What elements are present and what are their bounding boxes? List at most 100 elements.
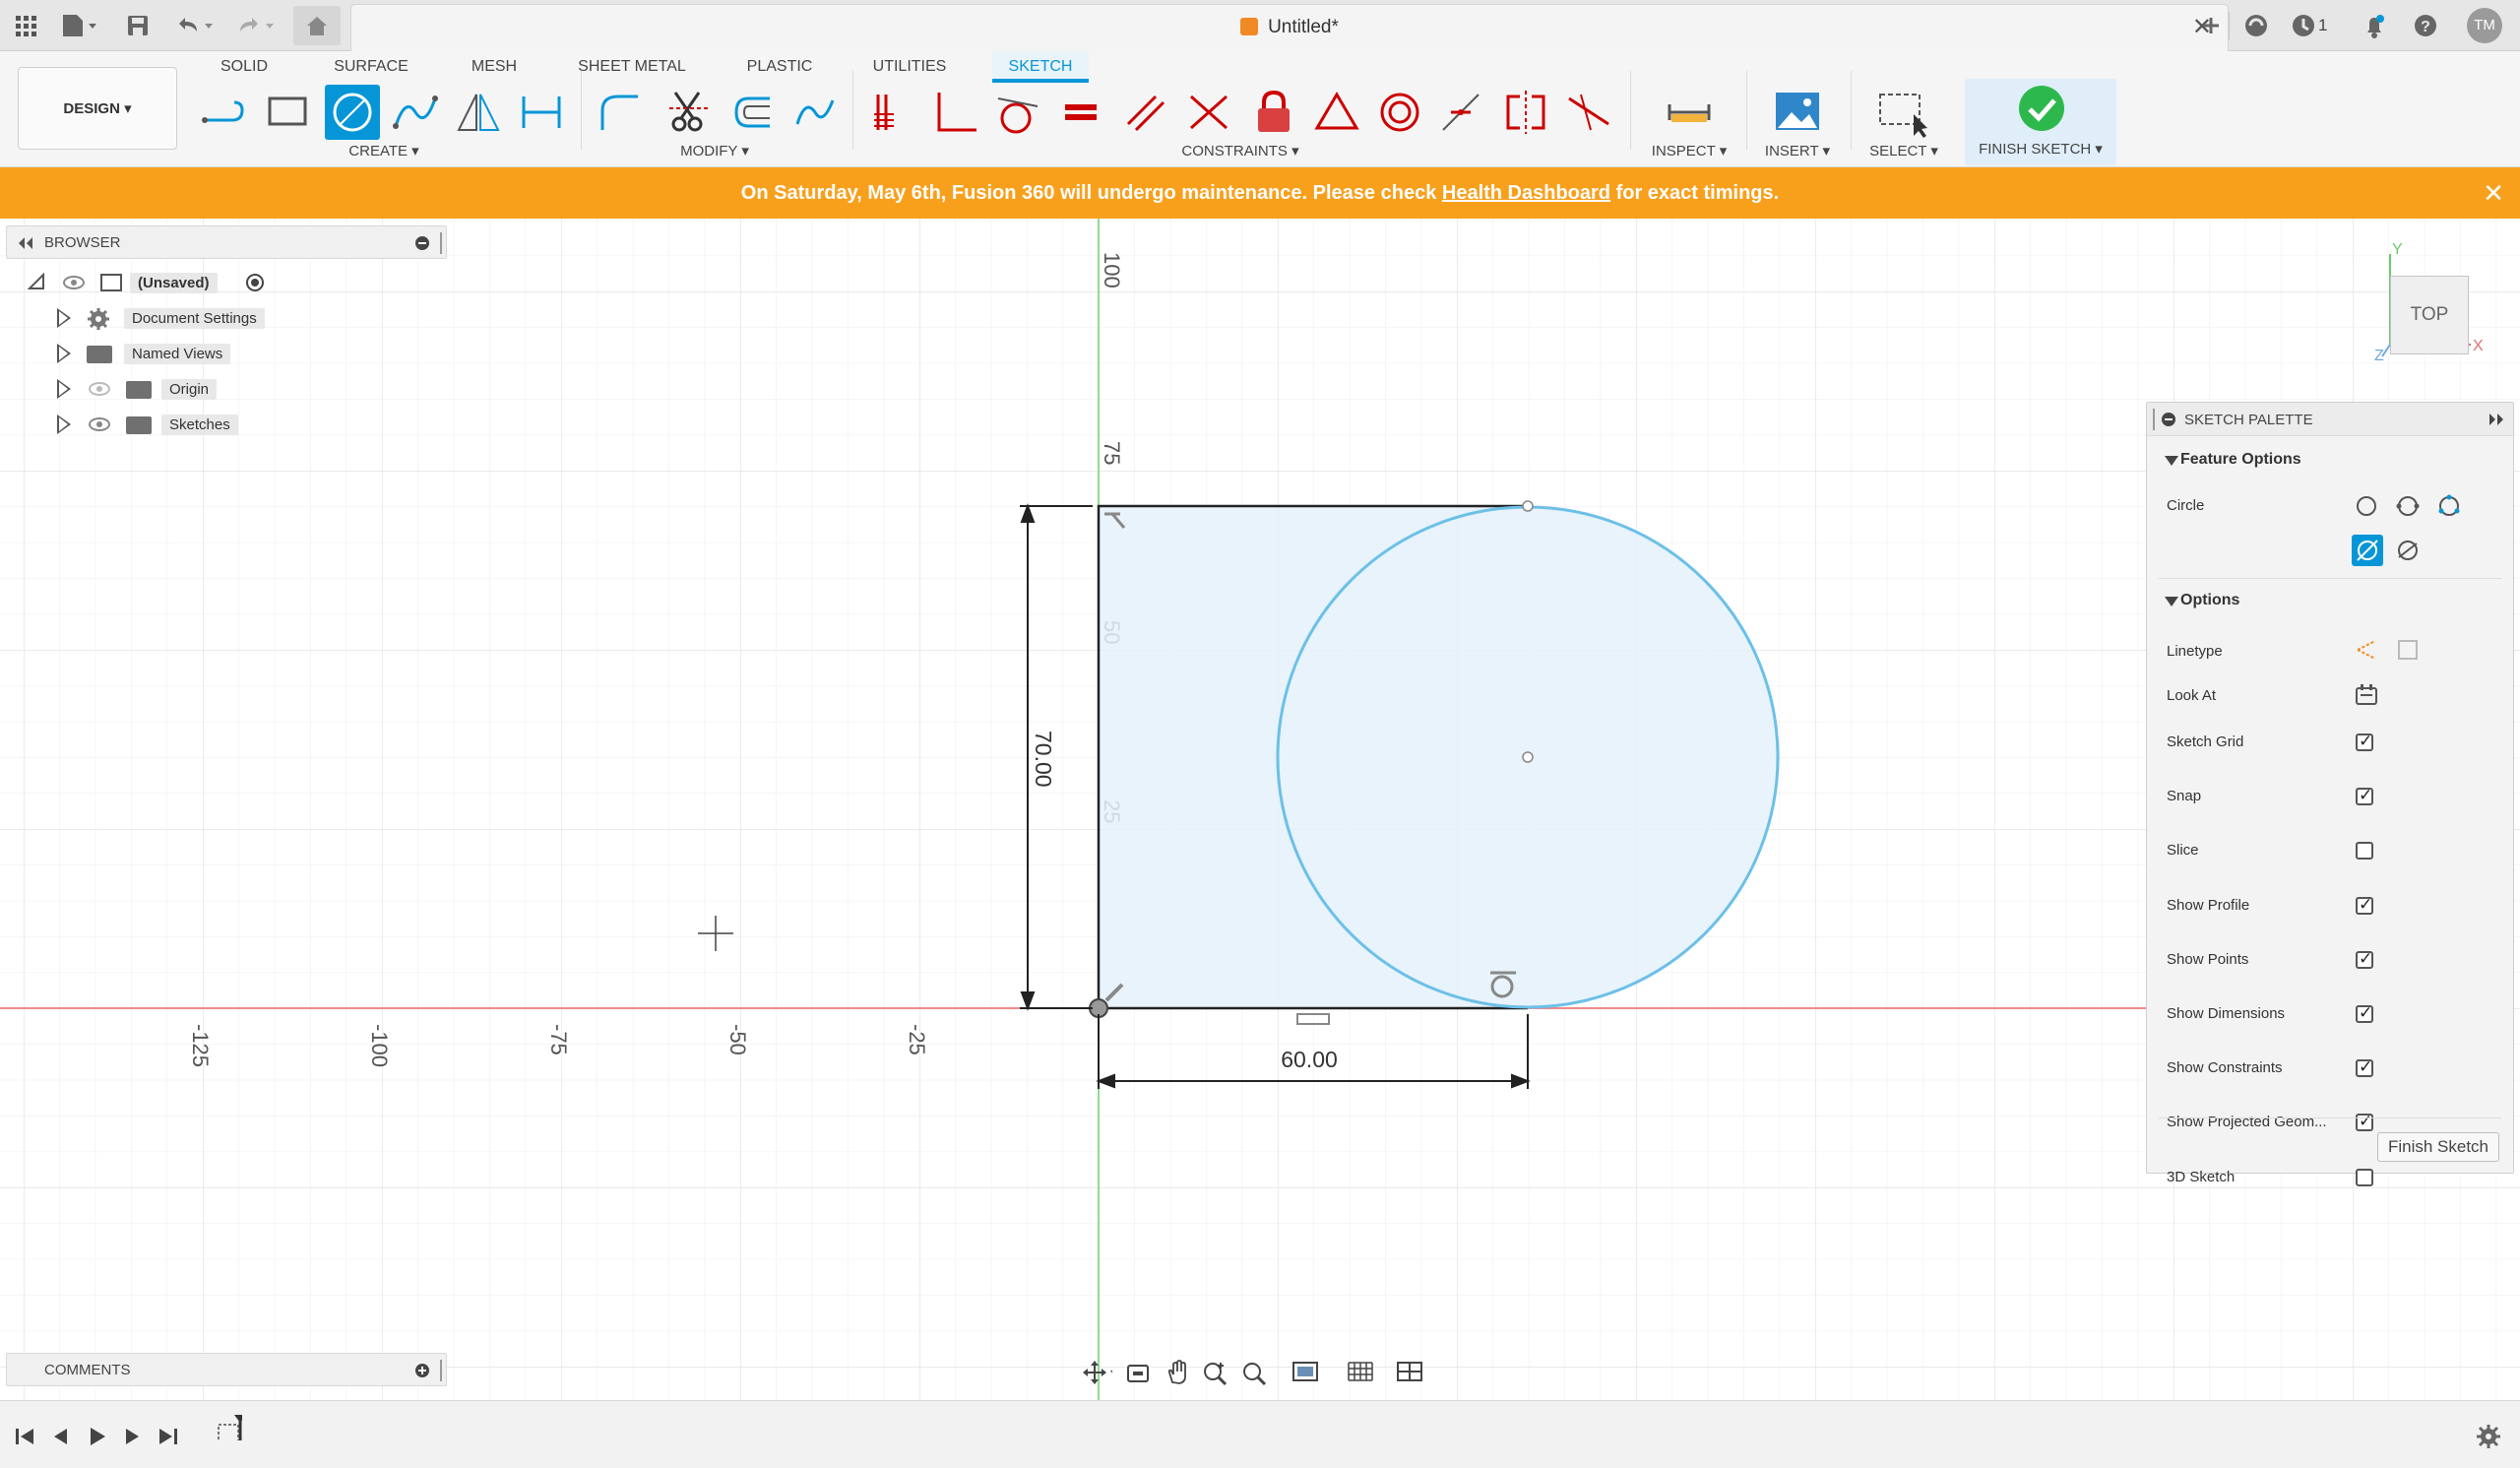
tangent-three-circle-icon[interactable] — [2395, 538, 2421, 563]
tab-sketch[interactable]: SKETCH — [992, 51, 1089, 83]
look-at-icon[interactable] — [2354, 682, 2379, 708]
palette-option-row[interactable]: Show Points — [2147, 945, 2513, 975]
undo-icon[interactable] — [171, 10, 213, 41]
palette-option-checkbox[interactable] — [2356, 949, 2373, 969]
insert-image-icon[interactable] — [1770, 85, 1825, 140]
last-step-icon[interactable] — [154, 1423, 181, 1450]
palette-option-checkbox[interactable] — [2356, 895, 2373, 915]
redo-icon[interactable] — [232, 10, 274, 41]
tab-sheet-metal[interactable]: SHEET METAL — [578, 58, 686, 75]
browser-panel-header[interactable]: BROWSER — [6, 225, 447, 259]
timeline-sketch-feature-icon[interactable] — [215, 1413, 242, 1440]
palette-option-row[interactable]: Show Dimensions — [2147, 999, 2513, 1029]
visibility-eye-icon[interactable] — [89, 382, 110, 396]
banner-close-icon[interactable]: ✕ — [2483, 178, 2504, 208]
palette-option-checkbox[interactable] — [2356, 786, 2373, 805]
browser-item-document-settings[interactable]: Document Settings — [55, 302, 350, 334]
sketch-canvas[interactable]: -125 -100 -75 -50 -25 100 75 50 25 70.00 — [0, 219, 2520, 1400]
spline-tool-icon[interactable] — [388, 85, 443, 140]
palette-option-row[interactable]: Sketch Grid — [2147, 728, 2513, 757]
fix-constraint-lock-icon[interactable] — [1246, 85, 1301, 140]
line-tool-icon[interactable] — [197, 85, 252, 140]
coincident-constraint-icon[interactable] — [864, 85, 919, 140]
visibility-eye-icon[interactable] — [63, 276, 85, 289]
pan-hand-icon[interactable] — [1164, 1359, 1193, 1386]
palette-option-checkbox[interactable] — [2356, 1169, 2373, 1186]
activate-radio-icon[interactable] — [244, 272, 266, 293]
rectangle-tool-icon[interactable] — [260, 85, 315, 140]
palette-option-row[interactable]: Show Profile — [2147, 891, 2513, 921]
palette-option-checkbox[interactable] — [2356, 1112, 2373, 1131]
two-point-circle-icon[interactable] — [2395, 493, 2421, 519]
height-dimension[interactable] — [1020, 503, 1093, 1011]
browser-root-row[interactable]: (Unsaved) — [28, 267, 323, 298]
measure-tool-icon[interactable] — [1662, 85, 1717, 140]
play-icon[interactable] — [83, 1423, 110, 1450]
centerline-linetype-icon[interactable] — [2395, 637, 2421, 663]
parallel-constraint-icon[interactable] — [1118, 85, 1173, 140]
panel-drag-handle[interactable] — [2153, 409, 2155, 430]
expand-triangle-icon[interactable] — [57, 344, 71, 363]
close-tab-icon[interactable]: ✕ — [2191, 14, 2212, 40]
triangle-constraint-icon[interactable] — [1309, 85, 1364, 140]
sketch-palette-header[interactable]: SKETCH PALETTE — [2147, 403, 2513, 436]
finish-sketch-label[interactable]: FINISH SKETCH ▾ — [1979, 141, 2103, 158]
equal-constraint-icon[interactable] — [1055, 85, 1110, 140]
palette-option-checkbox[interactable] — [2356, 732, 2373, 751]
finish-sketch-group[interactable]: FINISH SKETCH ▾ — [1965, 79, 2116, 165]
sketch-rectangle[interactable] — [1097, 504, 1528, 1010]
palette-options-icon[interactable] — [2161, 412, 2176, 427]
browser-item-sketches[interactable]: Sketches — [55, 409, 350, 440]
palette-option-checkbox[interactable] — [2356, 842, 2373, 860]
circle-center-point[interactable] — [1522, 751, 1534, 763]
view-cube-face[interactable]: TOP — [2410, 304, 2449, 325]
offset-tool-icon[interactable] — [724, 85, 780, 140]
comments-panel-header[interactable]: COMMENTS — [6, 1353, 447, 1386]
tab-solid[interactable]: SOLID — [220, 58, 268, 75]
horizontal-constraint-glyph[interactable] — [1296, 1013, 1330, 1025]
new-tab-icon[interactable] — [2191, 10, 2231, 41]
dimension-tool-icon[interactable] — [514, 85, 569, 140]
save-icon[interactable] — [122, 10, 154, 41]
palette-option-row[interactable]: Show Constraints — [2147, 1053, 2513, 1083]
perpendicular-constraint-icon[interactable] — [927, 85, 982, 140]
inspect-group-label[interactable]: INSPECT ▾ — [1651, 143, 1728, 160]
browser-item-named-views[interactable]: Named Views — [55, 338, 350, 369]
extensions-icon[interactable] — [2240, 10, 2272, 41]
options-heading[interactable]: Options — [2180, 592, 2240, 608]
display-settings-icon[interactable] — [1292, 1359, 1321, 1386]
tangent-constraint-icon[interactable] — [988, 85, 1043, 140]
curvature-constraint-icon[interactable] — [1561, 85, 1616, 140]
symmetry-constraint-icon[interactable] — [1498, 85, 1553, 140]
sketch-scale-tool-icon[interactable] — [788, 85, 843, 140]
width-dimension-value[interactable]: 60.00 — [1281, 1047, 1338, 1072]
look-at-nav-icon[interactable] — [1124, 1359, 1154, 1386]
collapse-triangle-icon[interactable] — [28, 273, 47, 292]
constraints-group-label[interactable]: CONSTRAINTS ▾ — [1181, 143, 1299, 160]
timeline-settings-gear-icon[interactable] — [2475, 1423, 2502, 1450]
tangent-constraint-glyph[interactable] — [1490, 971, 1516, 998]
tab-utilities[interactable]: UTILITIES — [872, 58, 947, 75]
palette-option-checkbox[interactable] — [2356, 1003, 2373, 1023]
health-dashboard-link[interactable]: Health Dashboard — [1441, 182, 1611, 204]
add-comment-icon[interactable] — [414, 1363, 430, 1378]
center-diameter-circle-icon[interactable] — [2354, 493, 2379, 519]
circle-tool-icon[interactable] — [325, 85, 380, 140]
expand-triangle-icon[interactable] — [57, 415, 71, 434]
concentric-constraint-icon[interactable] — [1372, 85, 1427, 140]
construction-linetype-icon[interactable] — [2354, 637, 2379, 663]
expand-triangle-icon[interactable] — [57, 379, 71, 399]
notifications-bell-icon[interactable] — [2359, 10, 2390, 41]
window-select-icon[interactable] — [1874, 85, 1929, 140]
user-avatar[interactable]: TM — [2467, 8, 2502, 43]
palette-option-row[interactable]: Slice — [2147, 836, 2513, 865]
fit-zoom-icon[interactable] — [1240, 1359, 1270, 1386]
expand-palette-icon[interactable] — [2488, 412, 2507, 427]
zoom-icon[interactable] — [1201, 1359, 1230, 1386]
home-icon[interactable] — [293, 6, 341, 45]
section-collapse-icon[interactable] — [2165, 597, 2178, 606]
expand-triangle-icon[interactable] — [57, 308, 71, 328]
workspace-switcher[interactable]: DESIGN ▾ — [18, 67, 177, 150]
first-step-icon[interactable] — [12, 1423, 39, 1450]
app-grid-icon[interactable] — [10, 10, 41, 41]
